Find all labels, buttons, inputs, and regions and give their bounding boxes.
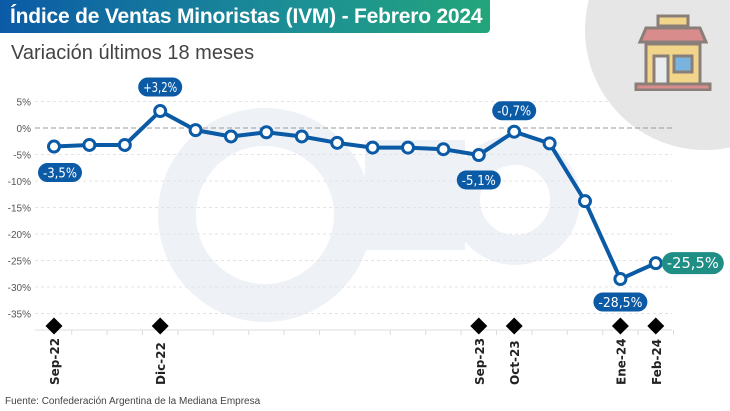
y-tick-label: -30% [8,283,31,294]
source-note: Fuente: Confederación Argentina de la Me… [5,396,261,407]
x-tick-label: Sep-23 [473,338,487,385]
x-tick-label: Oct-23 [508,340,522,385]
data-label-bg [138,77,183,97]
diamond-marker [45,317,63,335]
watermark-logo [158,108,372,322]
data-point [365,140,380,155]
data-point [117,137,132,152]
data-point [259,125,274,140]
y-tick-label: -5% [13,151,31,162]
watermark-logo [450,135,580,265]
data-label: -3,5% [43,167,77,182]
data-label-bg [593,292,648,312]
data-label: +3,2% [143,81,177,96]
x-tick-label: Ene-24 [614,338,628,385]
data-point [578,194,592,209]
y-tick-label: 5% [17,98,32,109]
y-tick-label: -10% [8,177,31,188]
chart-title: Índice de Ventas Minoristas (IVM) - Febr… [10,5,483,28]
data-point [224,129,238,144]
data-point [648,256,663,271]
data-point [47,139,61,154]
data-point [471,148,486,163]
data-point [542,136,557,151]
data-point [153,104,168,119]
data-point [507,124,522,139]
y-tick-label: -35% [8,310,31,321]
data-label-bg [492,101,537,121]
data-point [294,129,309,144]
y-tick-label: 0% [17,124,32,135]
series-line [53,109,657,282]
y-tick-label: -15% [8,204,31,215]
diamond-marker [151,317,169,335]
data-label: -0,7% [497,105,531,120]
y-tick-label: -20% [8,230,31,241]
data-label: -25,5% [667,254,719,272]
title-banner: Índice de Ventas Minoristas (IVM) - Febr… [0,0,491,33]
data-label: -28,5% [598,296,642,311]
chart-subtitle: Variación últimos 18 meses [11,42,255,64]
x-tick-label: Dic-22 [154,342,168,385]
data-point [82,137,97,152]
x-tick-label: Feb-24 [650,339,664,385]
data-label-bg [661,252,724,275]
diamond-marker [611,317,629,335]
data-label: -5,1% [462,174,496,189]
data-label-bg [38,163,82,183]
data-point [188,123,203,138]
diamond-marker [505,317,523,335]
diamond-marker [647,317,665,335]
diamond-marker [470,317,488,335]
data-point [613,272,628,287]
data-point [436,142,451,157]
data-point [401,140,415,155]
store-icon [634,14,712,91]
watermark-logo [365,140,465,250]
y-tick-label: -25% [8,257,31,268]
x-tick-label: Sep-22 [48,338,62,385]
data-point [330,135,345,150]
data-label-bg [456,170,501,190]
